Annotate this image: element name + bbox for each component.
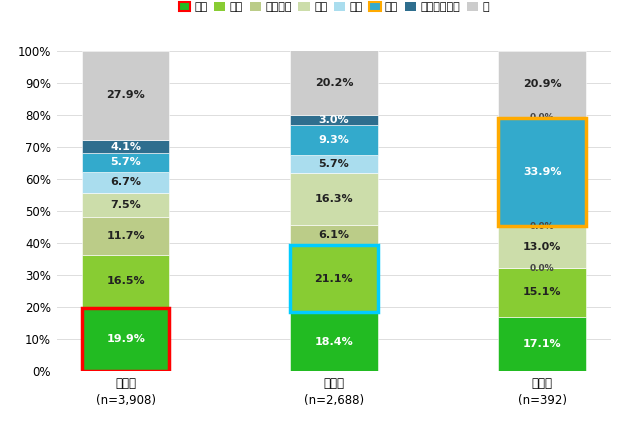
Text: 3.0%: 3.0%	[319, 115, 349, 125]
Bar	[290, 312, 377, 371]
Text: 6.1%: 6.1%	[318, 230, 350, 240]
Text: 21.1%: 21.1%	[314, 273, 353, 284]
Bar	[82, 308, 169, 371]
Text: 0.0%: 0.0%	[530, 222, 554, 231]
Text: 5.7%: 5.7%	[319, 159, 349, 169]
Bar	[498, 51, 586, 118]
Text: 6.7%: 6.7%	[110, 177, 141, 187]
Bar	[290, 125, 377, 154]
Text: 33.9%: 33.9%	[523, 167, 561, 177]
Bar	[290, 173, 377, 225]
Text: 18.4%: 18.4%	[314, 337, 353, 347]
Text: 16.3%: 16.3%	[314, 194, 353, 204]
Bar	[290, 245, 377, 312]
Text: 9.3%: 9.3%	[318, 135, 350, 145]
Text: 0.0%: 0.0%	[530, 113, 554, 122]
Bar	[82, 254, 169, 308]
Text: 17.1%: 17.1%	[523, 339, 561, 349]
Text: 0.0%: 0.0%	[530, 264, 554, 273]
Bar	[498, 268, 586, 316]
Text: 20.9%: 20.9%	[523, 79, 561, 89]
Bar	[498, 226, 586, 268]
Bar	[290, 154, 377, 173]
Text: 11.7%: 11.7%	[106, 231, 145, 241]
Bar	[290, 225, 377, 245]
Text: 7.5%: 7.5%	[110, 200, 141, 210]
Bar	[82, 193, 169, 217]
Bar	[290, 50, 377, 115]
Text: 13.0%: 13.0%	[523, 242, 561, 252]
Bar	[290, 245, 377, 312]
Bar	[82, 217, 169, 254]
Legend: 中国, 台湾, アメリカ, 韓国, 香港, タイ, シンガポール, 他: 中国, 台湾, アメリカ, 韓国, 香港, タイ, シンガポール, 他	[179, 2, 489, 12]
Text: 15.1%: 15.1%	[523, 287, 561, 298]
Bar	[82, 51, 169, 140]
Bar	[498, 118, 586, 226]
Bar	[498, 118, 586, 226]
Text: 20.2%: 20.2%	[314, 78, 353, 88]
Bar	[498, 316, 586, 371]
Bar	[82, 153, 169, 172]
Text: 5.7%: 5.7%	[110, 157, 141, 168]
Text: 27.9%: 27.9%	[106, 90, 145, 100]
Text: 19.9%: 19.9%	[106, 335, 145, 344]
Text: 16.5%: 16.5%	[106, 276, 145, 286]
Bar	[82, 308, 169, 371]
Bar	[82, 172, 169, 193]
Text: 4.1%: 4.1%	[110, 142, 141, 151]
Bar	[290, 115, 377, 125]
Bar	[82, 140, 169, 153]
